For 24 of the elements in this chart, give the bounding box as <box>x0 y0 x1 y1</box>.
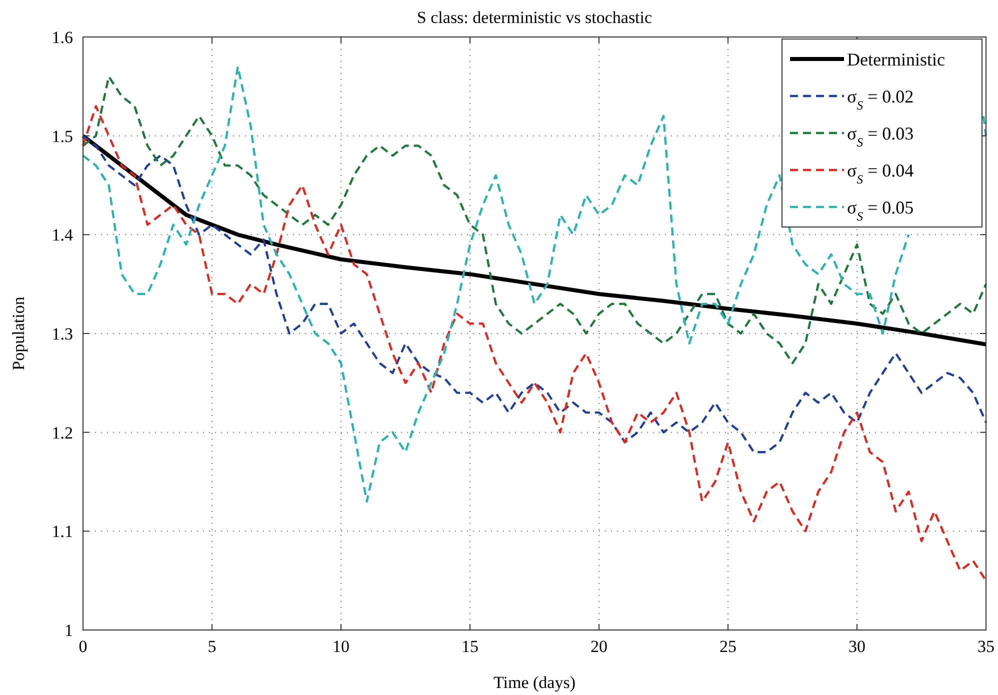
x-tick-label: 0 <box>78 637 88 656</box>
y-axis-title: Population <box>9 296 28 370</box>
x-tick-label: 15 <box>462 637 478 656</box>
legend-label: Deterministic <box>847 49 945 70</box>
legend-label: σ$_{S}$ = 0.04 <box>847 160 914 186</box>
legend-label: σ$_{S}$ = 0.02 <box>847 86 914 112</box>
chart-title: S class: deterministic vs stochastic <box>416 8 653 27</box>
x-tick-label: 30 <box>848 637 866 656</box>
x-tick-label: 20 <box>590 637 608 656</box>
x-axis-title: Time (days) <box>493 673 576 692</box>
y-tick-label: 1.3 <box>52 324 73 344</box>
x-tick-label: 35 <box>978 637 994 656</box>
line-series <box>82 75 988 364</box>
y-tick-label: 1.5 <box>52 126 73 146</box>
x-tick-label: 25 <box>720 637 736 656</box>
legend-label: σ$_{S}$ = 0.05 <box>847 197 914 224</box>
x-tick-label: 5 <box>208 637 216 656</box>
y-tick-label: 1.1 <box>52 522 73 542</box>
y-tick-label: 1.2 <box>52 423 73 442</box>
x-tick-label: 10 <box>332 637 350 656</box>
y-tick-label: 1.4 <box>52 226 74 245</box>
legend-label: σ$_{S}$ = 0.03 <box>847 123 914 150</box>
y-tick-label: 1 <box>64 620 73 640</box>
y-tick-label: 1.6 <box>52 28 73 47</box>
